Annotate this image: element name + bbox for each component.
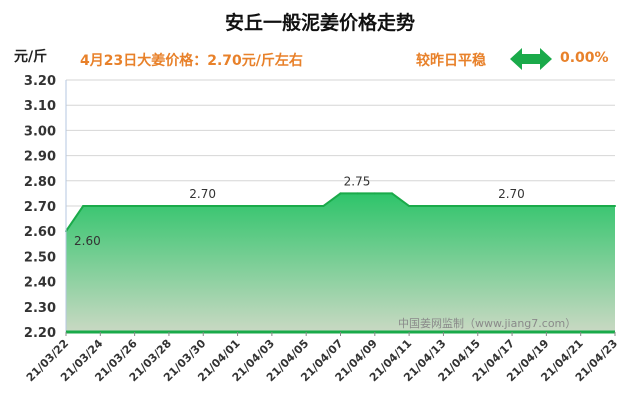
data-point bbox=[82, 205, 85, 207]
data-point bbox=[305, 205, 308, 207]
data-point bbox=[579, 205, 582, 207]
y-tick-label: 2.90 bbox=[24, 150, 56, 165]
data-point bbox=[390, 192, 393, 195]
data-point bbox=[596, 205, 599, 207]
change-value: 0.00% bbox=[560, 50, 609, 66]
data-point bbox=[253, 205, 256, 207]
data-label: 2.75 bbox=[344, 174, 371, 188]
data-point bbox=[493, 205, 496, 207]
data-point bbox=[408, 205, 411, 207]
data-point bbox=[133, 205, 136, 207]
data-point bbox=[459, 205, 462, 207]
data-point bbox=[99, 205, 102, 207]
y-tick-label: 2.80 bbox=[24, 175, 56, 190]
y-tick-label: 3.10 bbox=[24, 99, 56, 114]
y-tick-label: 2.20 bbox=[24, 326, 56, 341]
data-point bbox=[322, 205, 325, 207]
y-axis-unit: 元/斤 bbox=[14, 49, 48, 65]
double-arrow-icon bbox=[510, 48, 552, 70]
data-point bbox=[614, 205, 616, 207]
y-tick-label: 3.20 bbox=[24, 74, 56, 89]
watermark: 中国姜网监制（www.jiang7.com） bbox=[398, 316, 576, 330]
price-note: 4月23日大姜价格：2.70元/斤左右 bbox=[80, 53, 303, 69]
data-label: 2.70 bbox=[498, 187, 525, 201]
data-point bbox=[476, 205, 479, 207]
data-point bbox=[219, 205, 222, 207]
y-tick-label: 2.60 bbox=[24, 225, 56, 240]
y-tick-label: 2.50 bbox=[24, 250, 56, 265]
compare-label: 较昨日平稳 bbox=[416, 53, 486, 69]
chart-title: 安丘一般泥姜价格走势 bbox=[224, 12, 415, 34]
data-point bbox=[185, 205, 188, 207]
data-point bbox=[356, 192, 359, 195]
price-area bbox=[66, 193, 615, 332]
data-point bbox=[236, 205, 239, 207]
data-point bbox=[442, 205, 445, 207]
y-tick-label: 2.30 bbox=[24, 301, 56, 316]
data-point bbox=[116, 205, 119, 207]
data-point bbox=[562, 205, 565, 207]
data-point bbox=[511, 205, 514, 207]
data-point bbox=[373, 192, 376, 195]
data-point bbox=[167, 205, 170, 207]
data-point bbox=[528, 205, 531, 207]
data-label: 2.70 bbox=[189, 187, 216, 201]
data-point bbox=[202, 205, 205, 207]
y-tick-label: 2.70 bbox=[24, 200, 56, 215]
data-point bbox=[270, 205, 273, 207]
data-point bbox=[545, 205, 548, 207]
data-label: 2.60 bbox=[74, 234, 101, 248]
y-tick-label: 3.00 bbox=[24, 124, 56, 139]
data-point bbox=[339, 192, 342, 195]
y-tick-label: 2.40 bbox=[24, 276, 56, 291]
data-point bbox=[288, 205, 291, 207]
data-point bbox=[150, 205, 153, 207]
data-point bbox=[425, 205, 428, 207]
